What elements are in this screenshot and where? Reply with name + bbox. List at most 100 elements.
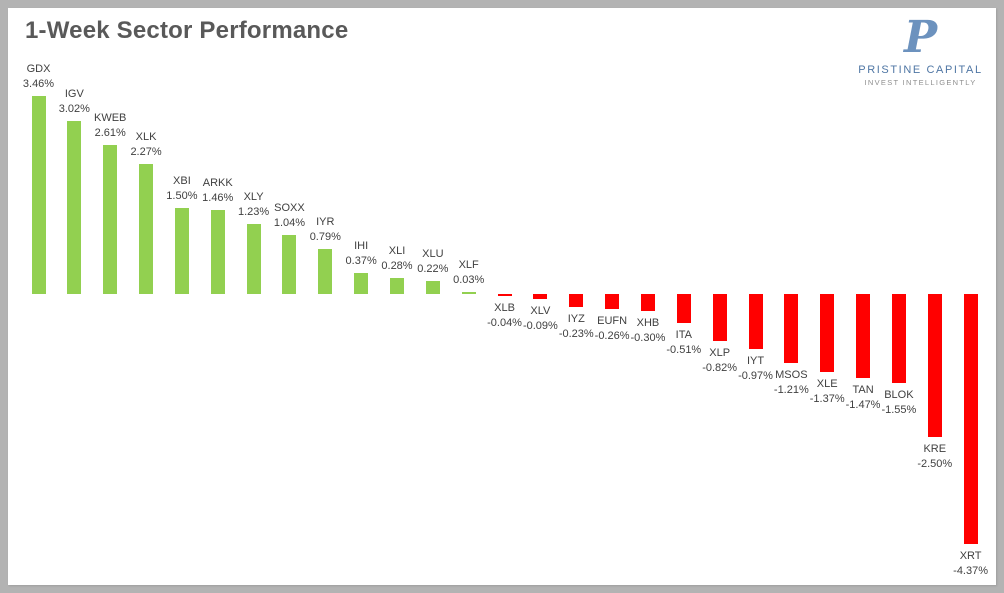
bar-value-text: 3.46%	[22, 78, 55, 91]
bar-label-XLE: XLE -1.37%	[795, 377, 859, 407]
bar-value-text: -0.82%	[702, 361, 738, 374]
bar-label-BLOK: BLOK -1.55%	[867, 388, 931, 418]
bar-value-text: -1.55%	[881, 403, 917, 416]
bar-label-XBI: XBI 1.50%	[150, 174, 214, 204]
bar-label-XLV: XLV -0.09%	[508, 304, 572, 334]
bar-value-text: -0.23%	[558, 328, 594, 341]
bar-ticker-text: XLB	[494, 302, 515, 315]
bar-XBI	[174, 208, 189, 294]
bar-KRE	[927, 294, 942, 437]
bar-XHB	[640, 294, 655, 312]
bar-SOXX	[282, 234, 297, 294]
bar-label-XLP: XLP -0.82%	[688, 346, 752, 376]
bar-BLOK	[891, 294, 906, 383]
bar-ticker-text: MSOS	[775, 369, 808, 382]
bar-value-text: 0.03%	[453, 274, 485, 286]
bar-ticker-text: XLK	[135, 131, 157, 144]
bar-value-text: -0.97%	[738, 370, 773, 383]
bar-ticker-text: XLU	[422, 248, 444, 261]
bar-EUFN	[605, 294, 620, 309]
bar-value-text: -1.47%	[845, 399, 881, 412]
chart-slide: 1-Week Sector Performance P PRISTINE CAP…	[8, 8, 996, 585]
bar-value-text: -0.04%	[487, 317, 522, 330]
bar-value-text: 2.27%	[130, 146, 162, 159]
bar-label-XHB: XHB -0.30%	[616, 316, 680, 346]
bar-XRT	[963, 294, 978, 544]
chart-title: 1-Week Sector Performance	[25, 17, 349, 44]
bar-label-SOXX: SOXX 1.04%	[257, 201, 321, 231]
bar-IHI	[354, 272, 369, 294]
bar-KWEB	[103, 144, 118, 294]
bar-label-IGV: IGV 3.02%	[42, 87, 106, 117]
bar-label-IYR: IYR 0.79%	[293, 215, 357, 245]
bar-value-text: -0.51%	[666, 344, 702, 357]
bar-value-text: 1.46%	[202, 192, 234, 205]
bar-ticker-text: XRT	[959, 549, 982, 562]
bar-MSOS	[784, 294, 799, 364]
bar-label-IYT: IYT -0.97%	[724, 354, 788, 384]
bar-XLI	[390, 277, 404, 294]
bar-ARKK	[210, 210, 225, 294]
bar-ticker-text: XHB	[636, 317, 660, 330]
bar-ticker-text: XLP	[709, 346, 731, 359]
bar-ticker-text: XLE	[816, 378, 838, 391]
bar-IGV	[67, 121, 82, 294]
bar-value-text: 0.22%	[417, 263, 449, 276]
bar-ticker-text: XLV	[530, 305, 551, 318]
bar-label-EUFN: EUFN -0.26%	[580, 314, 644, 344]
bar-ticker-text: IYR	[316, 215, 335, 228]
bar-label-XLY: XLY 1.23%	[222, 190, 286, 220]
bar-IYR	[318, 248, 333, 294]
bar-value-text: -1.37%	[809, 393, 845, 406]
bar-label-XLB: XLB -0.04%	[473, 301, 537, 331]
bar-ticker-text: KWEB	[93, 111, 127, 124]
bar-value-text: 3.02%	[58, 103, 90, 116]
bar-XLF	[461, 292, 476, 294]
logo-tagline: INVEST INTELLIGENTLY	[864, 78, 977, 87]
bar-IYZ	[569, 294, 584, 308]
bar-value-text: -0.09%	[522, 320, 558, 333]
bar-ticker-text: XLF	[458, 259, 479, 271]
bar-ticker-text: SOXX	[274, 201, 305, 214]
bar-label-XLF: XLF 0.03%	[437, 258, 501, 288]
bar-label-IHI: IHI 0.37%	[329, 239, 393, 269]
bar-ticker-text: KRE	[923, 443, 947, 455]
bar-XLY	[246, 223, 261, 294]
bar-ticker-text: XLI	[388, 244, 406, 257]
bar-value-text: 0.79%	[309, 230, 341, 243]
bar-ticker-text: ARKK	[202, 177, 233, 190]
bar-label-ITA: ITA -0.51%	[652, 328, 716, 358]
logo-monogram-icon: P	[903, 12, 938, 63]
bar-ticker-text: XBI	[173, 175, 191, 188]
bar-value-text: 1.23%	[237, 205, 270, 218]
bar-GDX	[31, 96, 46, 294]
bar-label-TAN: TAN -1.47%	[831, 383, 895, 413]
bar-label-XLU: XLU 0.22%	[401, 247, 465, 277]
bar-value-text: 2.61%	[94, 126, 126, 139]
bar-value-text: -4.37%	[953, 564, 989, 577]
bar-label-ARKK: ARKK 1.46%	[186, 176, 250, 206]
bar-value-text: 0.28%	[381, 259, 413, 272]
bar-label-MSOS: MSOS -1.21%	[759, 368, 823, 398]
bar-label-XLI: XLI 0.28%	[365, 244, 429, 274]
bar-XLE	[820, 294, 835, 373]
bar-label-XLK: XLK 2.27%	[114, 130, 178, 160]
bar-ticker-text: BLOK	[884, 388, 914, 401]
bar-ticker-text: XLY	[243, 190, 264, 203]
bar-label-KRE: KRE -2.50%	[903, 442, 967, 472]
bar-ticker-text: IGV	[64, 88, 84, 101]
bar-value-text: -0.30%	[630, 332, 666, 345]
bar-label-KWEB: KWEB 2.61%	[78, 111, 142, 141]
bar-ITA	[676, 294, 691, 324]
bar-label-IYZ: IYZ -0.23%	[544, 312, 608, 342]
bar-XLP	[712, 294, 727, 341]
sector-performance-bar-chart: GDX 3.46% IGV 3.02% KWEB 2.61% XLK 2.27% XBI 1.50…	[8, 8, 996, 585]
bar-value-text: -1.21%	[773, 384, 809, 397]
bar-ticker-text: TAN	[852, 384, 874, 397]
bar-value-text: 1.04%	[273, 216, 306, 229]
bar-IYT	[748, 294, 763, 350]
bar-XLB	[497, 294, 512, 297]
bar-XLU	[425, 281, 440, 294]
bar-value-text: -0.26%	[594, 329, 630, 342]
logo-company-name: PRISTINE CAPITAL	[858, 64, 983, 76]
